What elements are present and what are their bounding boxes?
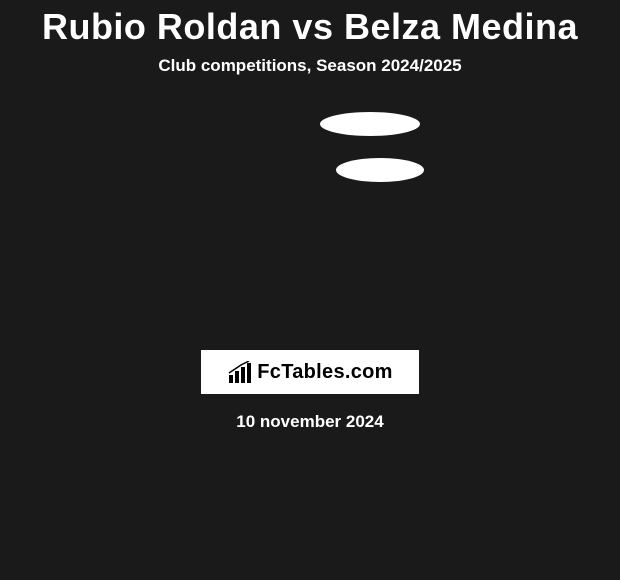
source-logo: FcTables.com <box>201 350 419 394</box>
date-text: 10 november 2024 <box>236 412 383 432</box>
left-ellipse <box>320 112 420 136</box>
page-title: Rubio Roldan vs Belza Medina <box>42 6 578 48</box>
logo-text: FcTables.com <box>257 361 393 384</box>
bar-chart-icon <box>227 361 253 383</box>
page-subtitle: Club competitions, Season 2024/2025 <box>158 56 461 76</box>
left-ellipse <box>336 158 424 182</box>
